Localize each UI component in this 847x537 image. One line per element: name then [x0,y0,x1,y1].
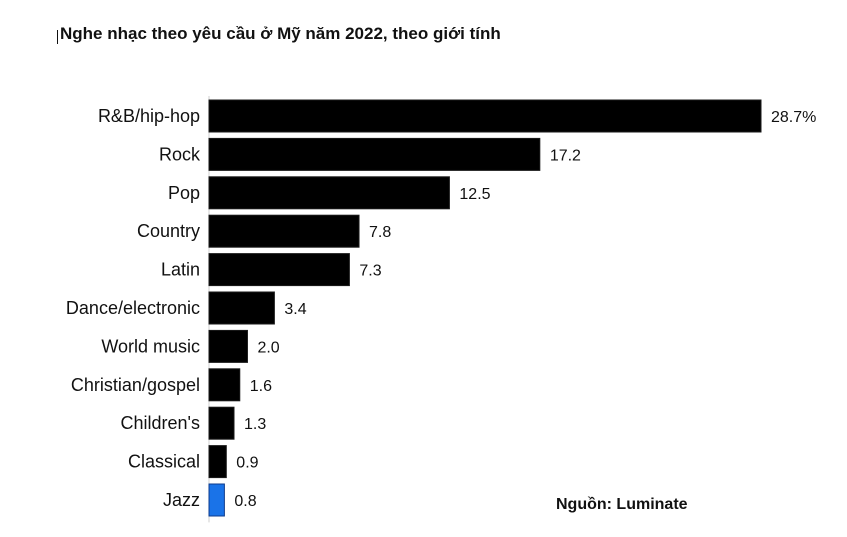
bar-5 [208,291,275,325]
category-label-7: Christian/gospel [71,375,200,395]
bar-7 [208,368,241,402]
value-label-1: 17.2 [550,147,581,164]
bar-9 [208,445,227,479]
category-label-4: Latin [161,260,200,280]
bar-6 [208,329,248,363]
value-label-8: 1.3 [244,416,266,433]
value-label-4: 7.3 [359,263,381,280]
category-label-8: Children's [121,413,200,433]
value-label-2: 12.5 [459,186,490,203]
bar-0 [208,99,762,133]
bar-1 [208,137,541,171]
bar-8 [208,406,235,440]
value-label-10: 0.8 [234,493,256,510]
chart-title: Nghe nhạc theo yêu cầu ở Mỹ năm 2022, th… [60,24,501,43]
category-label-6: World music [101,336,200,356]
bar-3 [208,214,360,248]
bar-10 [208,483,225,517]
category-label-9: Classical [128,452,200,472]
category-label-2: Pop [168,183,200,203]
value-label-9: 0.9 [236,455,258,472]
value-label-6: 2.0 [257,339,279,356]
bar-2 [208,176,450,210]
category-label-10: Jazz [163,490,200,510]
category-label-5: Dance/electronic [66,298,200,318]
bar-4 [208,253,350,287]
value-label-3: 7.8 [369,224,391,241]
category-label-1: Rock [159,144,201,164]
category-label-3: Country [137,221,200,241]
value-label-0: 28.7% [771,109,816,126]
value-label-5: 3.4 [284,301,306,318]
title-marker [57,30,58,44]
source-note: Nguồn: Luminate [556,496,688,513]
category-label-0: R&B/hip-hop [98,106,200,126]
value-label-7: 1.6 [250,378,272,395]
